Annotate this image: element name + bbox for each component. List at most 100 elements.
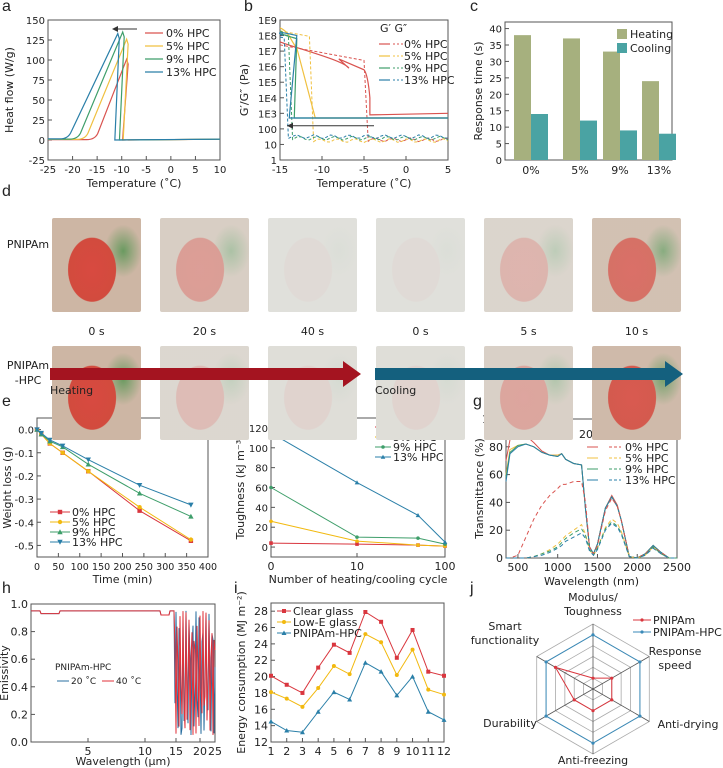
data-point: [188, 537, 194, 542]
legend-label: 13% HPC: [393, 451, 444, 464]
y-tick-label: 0: [262, 543, 268, 554]
chart-b-modulus: 1 10 100 1E3 1E4 1E5 1E6 1E7 1E8 1E9 -15 -10 -5 0 5 G′/…: [238, 16, 455, 190]
y-tick-label: 120: [249, 424, 268, 435]
x-tick-label: 5: [192, 165, 198, 176]
data-point: [380, 454, 386, 459]
data-point: [137, 504, 142, 510]
plot-frame: [505, 418, 678, 559]
panel-letter-g: g: [473, 393, 482, 410]
legend-label: 20 ˚C: [71, 676, 96, 687]
strawberry-photo: [52, 218, 141, 312]
x-tick-label: 9%: [611, 164, 628, 177]
legend-label: 0% HPC: [404, 38, 448, 51]
y-tick-label: 0.2: [11, 708, 29, 721]
data-point: [379, 619, 384, 624]
time-label: 10 s: [624, 325, 649, 338]
loss-modulus-line: [279, 33, 449, 141]
data-point: [269, 690, 273, 695]
x-tick-label: 100: [435, 560, 456, 573]
plot-frame: [30, 603, 216, 743]
y-tick-label: 20: [255, 523, 268, 534]
data-point: [426, 669, 431, 674]
bar-cooling: [659, 133, 676, 160]
data-point: [85, 457, 91, 463]
heat-flow-line: [48, 31, 221, 141]
legend-label: Cooling: [630, 42, 671, 55]
bar-heating: [642, 81, 659, 160]
y-tick-label: 1E8: [258, 32, 277, 43]
y-tick-label: 10: [489, 123, 502, 134]
bar-cooling: [531, 114, 548, 160]
y-axis-label: Transmittance (%): [473, 438, 486, 540]
strawberry-photo: [484, 346, 573, 440]
loss-modulus-line: [279, 36, 449, 140]
data-point: [38, 430, 44, 436]
y-tick-label: 14: [254, 720, 268, 733]
data-point: [284, 728, 290, 733]
y-tick-label: 125: [26, 36, 45, 47]
x-tick-label: 10: [406, 745, 420, 758]
data-point: [355, 539, 359, 543]
y-tick-label: 0: [496, 156, 502, 167]
x-axis-label: Temperature (˚C): [86, 177, 182, 190]
legend-marker: [640, 630, 644, 634]
radar-point: [610, 676, 614, 680]
x-tick-label: 2500: [663, 561, 691, 574]
x-tick-label: 13%: [647, 164, 671, 177]
data-point: [269, 485, 273, 490]
x-tick-label: 1: [268, 745, 275, 758]
legend-label: 5% HPC: [166, 40, 210, 53]
data-point: [282, 609, 286, 613]
strawberry-photo: [268, 218, 357, 312]
data-point: [269, 541, 273, 545]
y-tick-label: 1E4: [258, 94, 277, 105]
y-tick-label: -0.5: [14, 541, 34, 552]
x-tick-label: -5: [141, 165, 151, 176]
x-tick-label: 6: [346, 745, 353, 758]
radar-point: [591, 709, 595, 713]
time-label: 0 s: [412, 325, 429, 338]
x-tick-label: 5: [85, 745, 92, 758]
data-point: [416, 543, 420, 547]
x-tick-label: 1500: [583, 561, 611, 574]
legend-label: 9% HPC: [625, 463, 669, 476]
y-tick-label: 0: [39, 136, 45, 147]
x-tick-label: 250: [135, 562, 153, 573]
x-axis-label: Wavelength (μm): [75, 755, 170, 768]
data-point: [331, 642, 336, 647]
y-tick-label: 30: [489, 57, 502, 68]
x-tick-label: 5: [445, 165, 451, 176]
chart-c-response-time: 0 5 10 15 20 25 30 35 40 Response time (s) 0% 5% 9% 1…: [472, 21, 676, 177]
x-axis-label: Number of heating/cooling cycle: [269, 573, 448, 586]
y-tick-label: 40: [489, 25, 502, 36]
data-point: [416, 536, 420, 540]
legend-label: 40 ˚C: [116, 676, 141, 687]
y-tick-label: 1E6: [258, 63, 277, 74]
data-point: [300, 704, 305, 709]
toughness-line: [270, 520, 446, 547]
radar-axis-label: Modulus/: [568, 591, 618, 604]
data-point: [60, 450, 65, 455]
y-axis-label: Weight loss (g): [1, 446, 14, 528]
x-tick-label: 9: [393, 745, 400, 758]
data-point: [363, 632, 368, 637]
time-label: 40 s: [300, 325, 325, 338]
y-tick-label: 26: [254, 622, 268, 635]
data-point: [362, 660, 368, 665]
x-tick-label: 0: [34, 562, 40, 573]
radar-point: [610, 698, 614, 702]
data-point: [354, 480, 360, 485]
row-label-pnipam-hpc: PNIPAm -HPC: [6, 359, 50, 387]
y-tick-label: 20: [489, 524, 503, 537]
legend-label: 9% HPC: [393, 441, 437, 454]
data-point: [268, 719, 274, 724]
data-point: [410, 674, 416, 679]
y-tick-label: 75: [32, 76, 45, 87]
x-tick-label: 25: [208, 745, 222, 758]
weight-loss-line: [36, 429, 192, 517]
x-tick-label: -10: [314, 165, 330, 176]
data-point: [378, 669, 384, 674]
y-axis-label: Toughness (kJ m⁻³): [234, 436, 247, 541]
data-point: [355, 535, 359, 539]
data-point: [394, 692, 400, 698]
